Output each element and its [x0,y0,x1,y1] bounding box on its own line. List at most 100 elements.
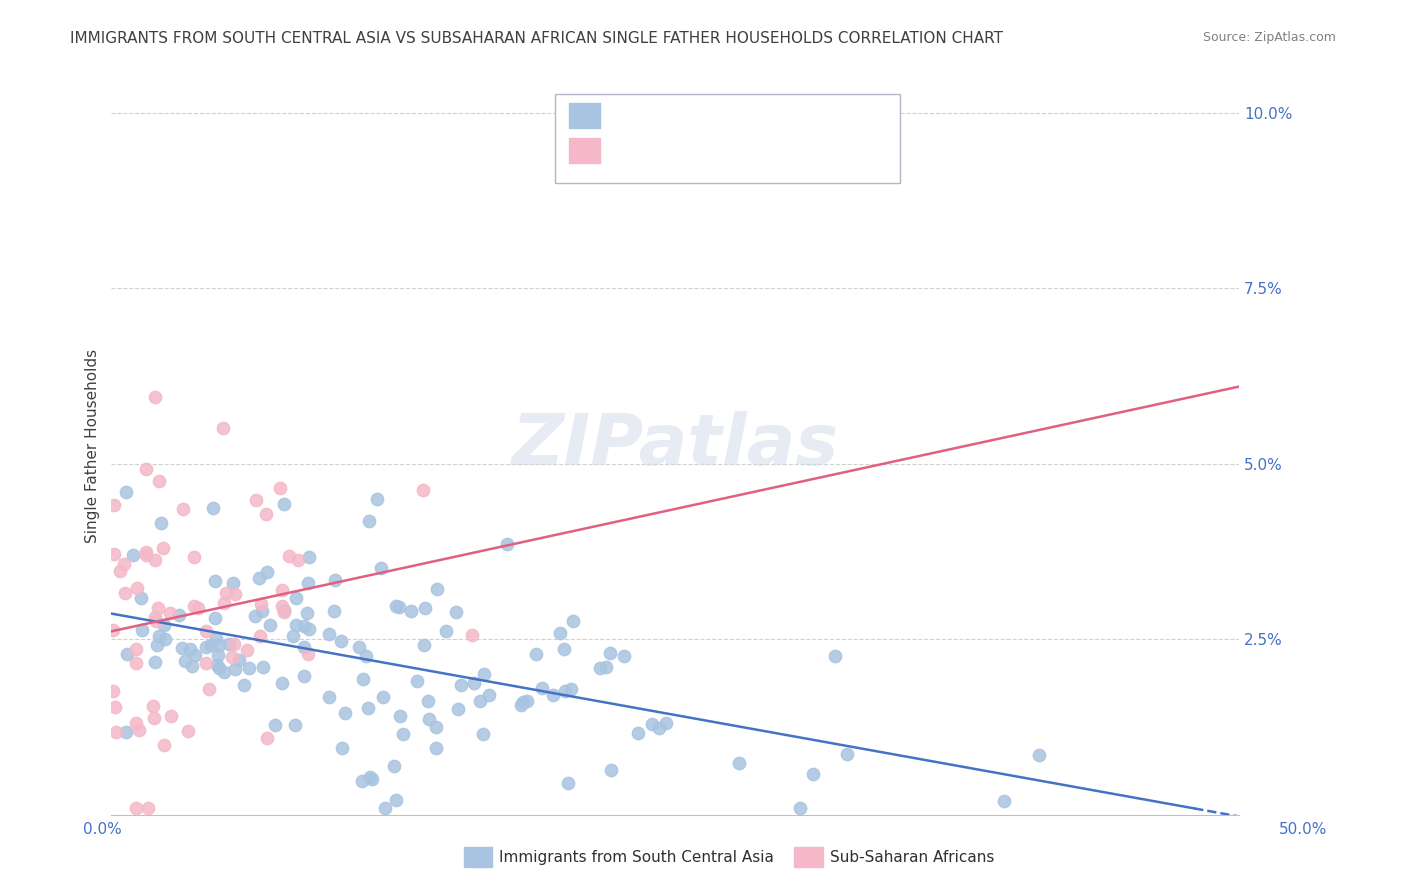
Point [389,709,412,723]
Point [195,640,218,654]
Point [224,662,246,676]
Point [399,604,422,618]
Point [128,723,150,737]
Point [183,599,205,614]
Point [159,606,181,620]
Point [114,586,136,600]
Point [801,766,824,780]
Point [330,741,353,756]
Point [122,549,145,563]
Text: -0.365: -0.365 [651,103,706,117]
Point [270,675,292,690]
Point [626,726,648,740]
Text: 0.347: 0.347 [651,138,704,153]
Point [148,629,170,643]
Point [323,603,346,617]
Point [143,610,166,624]
Point [426,582,449,596]
Point [553,641,575,656]
Point [215,586,238,600]
Point [153,632,176,647]
Point [125,657,148,671]
Point [512,695,534,709]
Point [236,642,259,657]
Point [384,793,406,807]
Point [292,669,315,683]
Point [115,485,138,500]
Point [179,642,201,657]
Point [283,718,305,732]
Point [259,618,281,632]
Point [641,717,664,731]
Point [655,715,678,730]
Point [425,720,447,734]
Point [463,675,485,690]
Point [256,565,278,579]
Point [135,545,157,559]
Point [135,462,157,476]
Point [228,653,250,667]
Text: 128: 128 [773,103,806,117]
Point [208,638,231,652]
Point [295,606,318,620]
Point [115,725,138,739]
Point [387,600,409,615]
Point [153,617,176,632]
Point [292,640,315,654]
Point [589,661,612,675]
Point [600,763,623,777]
Text: 50.0%: 50.0% [1279,822,1327,837]
Point [221,650,243,665]
Point [112,558,135,572]
Point [284,617,307,632]
Point [254,507,277,521]
Point [105,724,128,739]
Point [531,681,554,695]
Point [170,641,193,656]
Point [176,723,198,738]
Point [835,747,858,761]
Point [270,582,292,597]
Point [406,674,429,689]
Point [145,614,167,628]
Point [418,694,440,708]
Point [325,573,347,587]
Point [264,717,287,731]
Point [204,632,226,646]
Point [153,738,176,752]
Point [103,547,125,561]
Point [648,722,671,736]
Point [359,514,381,528]
Text: 0.0%: 0.0% [83,822,122,837]
Point [371,690,394,705]
Point [434,624,457,638]
Point [159,709,181,723]
Point [382,759,405,773]
Point [472,727,495,741]
Point [247,571,270,585]
Point [273,605,295,619]
Text: 60: 60 [773,138,794,153]
Point [392,727,415,741]
Point [560,681,582,696]
Point [297,648,319,662]
Point [472,667,495,681]
Point [143,553,166,567]
Point [789,800,811,814]
Point [212,596,235,610]
Point [233,678,256,692]
Point [207,648,229,663]
Point [297,549,319,564]
Point [269,481,291,495]
Point [385,599,408,614]
Point [115,648,138,662]
Point [554,683,576,698]
Point [208,661,231,675]
Point [125,642,148,657]
Point [359,771,381,785]
Point [125,800,148,814]
Point [425,740,447,755]
Point [197,681,219,696]
Point [413,638,436,652]
Point [285,591,308,605]
